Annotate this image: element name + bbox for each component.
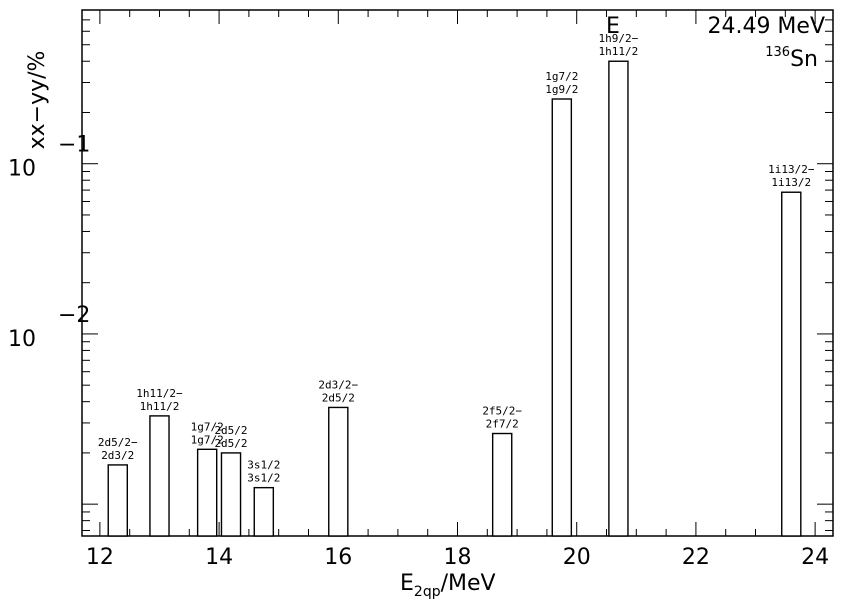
bar-labels: 2d5/2−2d3/21h11/2−1h11/21g7/21g7/22d5/22…	[98, 32, 815, 484]
x-tick-label: 14	[205, 545, 233, 570]
bar	[608, 60, 629, 537]
bar	[253, 486, 275, 537]
y-tick-labels: 10 −1 10 −2	[8, 133, 90, 352]
bar-label-bottom: 2d3/2	[101, 449, 134, 462]
nucleus-mass: 136	[765, 45, 790, 60]
energy-value: 24.49 MeV	[707, 14, 825, 39]
bar	[781, 191, 802, 537]
x-axis-title: E2qp/MeV	[400, 571, 496, 600]
x-tick-label: 16	[324, 545, 352, 570]
bar	[551, 98, 573, 537]
bar-label-bottom: 3s1/2	[247, 472, 280, 485]
energy-label: E	[606, 14, 620, 39]
bar-label-bottom: 2f7/2	[486, 418, 519, 431]
bar-label-bottom: 1i13/2	[771, 176, 811, 189]
bar	[491, 432, 513, 537]
x-tick-labels: 12 14 16 18 20 22 24	[86, 545, 829, 570]
nucleus-symbol: Sn	[790, 47, 818, 72]
bar	[196, 448, 218, 537]
bar-label-bottom: 1g7/2	[191, 433, 224, 446]
x-tick-label: 24	[801, 545, 829, 570]
x-tick-label: 22	[682, 545, 710, 570]
bar-label-bottom: 2d5/2	[214, 437, 247, 450]
y-tick-label: 10	[8, 157, 36, 182]
y-tick-exponent: −2	[58, 303, 90, 328]
bar	[149, 415, 170, 537]
bar-label-top: 1g7/2	[545, 70, 578, 83]
y-axis-title: xx−yy/%	[25, 51, 50, 150]
plot-frame	[81, 9, 834, 537]
x-axis-title-sub: 2qp	[414, 584, 441, 600]
y-tick-exponent: −1	[58, 133, 90, 158]
bar-label-top: 1h11/2−	[136, 387, 183, 400]
bar-label-top: 2d5/2−	[98, 436, 138, 449]
bar-label-top: 2d5/2	[214, 424, 247, 437]
bar	[107, 464, 128, 537]
x-tick-label: 12	[86, 545, 114, 570]
bar-label-top: 1g7/2	[191, 420, 224, 433]
bar-label-top: 1h9/2−	[599, 32, 639, 45]
bar-label-bottom: 1g9/2	[545, 83, 578, 96]
x-axis-title-main: E	[400, 571, 414, 596]
y-tick-label: 10	[8, 327, 36, 352]
bar-label-bottom: 2d5/2	[322, 391, 355, 404]
bar-label-top: 2d3/2−	[318, 378, 358, 391]
bar-label-top: 2f5/2−	[482, 405, 522, 418]
x-tick-label: 20	[563, 545, 591, 570]
bar	[328, 406, 349, 537]
bar-label-bottom: 1h11/2	[140, 400, 180, 413]
bar-label-bottom: 1h11/2	[599, 45, 639, 58]
nucleus-label: 136Sn	[765, 45, 818, 72]
bar	[220, 452, 242, 537]
x-tick-label: 18	[444, 545, 472, 570]
bars	[107, 60, 802, 537]
axis-ticks	[82, 9, 833, 536]
bar-label-top: 1i13/2−	[768, 163, 815, 176]
bar-label-top: 3s1/2	[247, 459, 280, 472]
x-axis-title-tail: /MeV	[441, 571, 496, 596]
